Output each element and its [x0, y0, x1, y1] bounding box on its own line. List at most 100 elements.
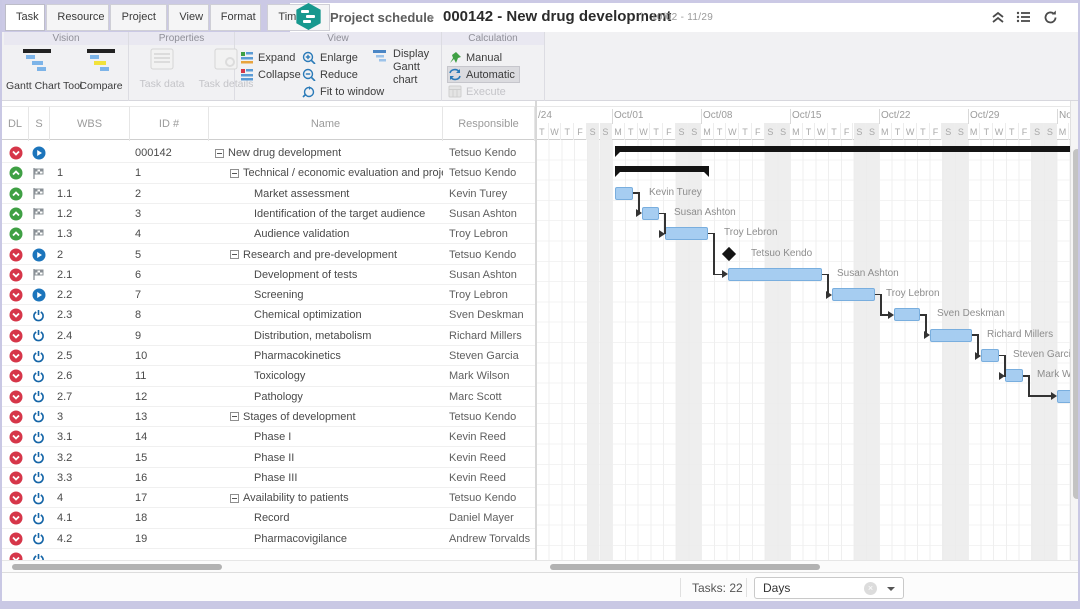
tab-project[interactable]: Project [110, 4, 168, 31]
breadcrumb[interactable]: Project schedule [330, 10, 435, 25]
status-power-icon [32, 326, 48, 346]
table-row[interactable]: 2.3 8 Chemical optimization Sven Deskman [2, 305, 535, 326]
deadline-up-icon [9, 224, 25, 244]
automatic-button[interactable]: Automatic [447, 66, 520, 83]
collapse-box-icon[interactable] [215, 148, 224, 158]
table-row[interactable]: 2.4 9 Distribution, metabolism Richard Mill… [2, 325, 535, 346]
ribbon-group-view: View Expand Collapse Enlarge Reduce Fit to wi… [235, 32, 442, 101]
table-row[interactable]: 4.1 18 Record Daniel Mayer [2, 508, 535, 529]
table-row[interactable]: 4.2 19 Pharmacovigilance Andrew Torvalds [2, 528, 535, 549]
table-row[interactable]: 4 17 Availability to patients Tetsuo Kendo [2, 488, 535, 509]
table-row[interactable]: 1.2 3 Identification of the target audienc… [2, 203, 535, 225]
column-header-dl[interactable]: DL [2, 107, 29, 141]
day-header-cell: M [1057, 123, 1070, 140]
responsible-cell: Sven Deskman [449, 309, 524, 322]
task-bar[interactable] [894, 308, 920, 322]
table-row[interactable]: 3 13 Stages of development Tetsuo Kendo [2, 406, 535, 428]
tab-task[interactable]: Task [5, 4, 46, 31]
table-row[interactable]: 1 1 Technical / economic evaluation and pr… [2, 163, 535, 184]
day-header-cell: T [561, 123, 575, 140]
reduce-button[interactable]: Reduce [302, 67, 358, 82]
dependency-link [977, 334, 979, 357]
collapse-box-icon[interactable] [230, 412, 239, 422]
weekend-strip [1044, 140, 1057, 560]
tab-view[interactable]: View [168, 4, 209, 31]
table-row[interactable]: 2.1 6 Development of tests Susan Ashton [2, 264, 535, 286]
vertical-scrollbar-thumb[interactable] [1073, 149, 1078, 499]
compare-button[interactable]: Compare [70, 47, 132, 105]
table-row[interactable]: 2.2 7 Screening Troy Lebron [2, 285, 535, 306]
horizontal-scrollbar-row [2, 560, 1078, 572]
table-row[interactable]: 2.5 10 Pharmacokinetics Steven Garcia [2, 346, 535, 367]
table-row[interactable]: 2.7 12 Pathology Marc Scott [2, 386, 535, 407]
deadline-down-icon [9, 529, 25, 549]
status-power-icon [32, 387, 48, 407]
task-bar[interactable] [1005, 369, 1023, 383]
task-bar[interactable] [930, 328, 972, 342]
pane-splitter[interactable] [535, 101, 537, 560]
deadline-down-icon [9, 427, 25, 447]
summary-bar[interactable] [615, 146, 1070, 157]
dependency-link [972, 334, 977, 336]
tab-resource[interactable]: Resource [46, 4, 110, 31]
expand-icon [240, 51, 254, 64]
wbs-cell: 3 [57, 410, 64, 423]
table-row[interactable]: 3.3 16 Phase III Kevin Reed [2, 467, 535, 489]
column-header-wbs[interactable]: WBS [50, 107, 130, 141]
task-id-cell: 18 [135, 512, 148, 525]
collapse-box-icon[interactable] [230, 493, 239, 503]
column-header-s[interactable]: S [29, 107, 50, 141]
day-header-cell: W [727, 123, 740, 140]
table-row[interactable]: 2.6 11 Toxicology Mark Wilson [2, 366, 535, 387]
task-bar[interactable] [642, 206, 659, 220]
table-hscrollbar-thumb[interactable] [12, 564, 222, 570]
expand-button[interactable]: Expand [240, 50, 295, 65]
collapse-button[interactable]: Collapse [240, 67, 301, 82]
task-bar[interactable] [665, 227, 708, 241]
fit-to-window-button[interactable]: Fit to window [302, 84, 384, 99]
timescale-value: Days [763, 581, 791, 595]
collapse-box-icon[interactable] [230, 250, 239, 259]
task-bar[interactable] [615, 186, 633, 200]
summary-bar[interactable] [615, 166, 709, 178]
gantt-chart-tool-button[interactable]: Gantt Chart Tool [6, 47, 82, 105]
status-power-icon [32, 488, 48, 508]
table-row[interactable]: 2 5 Research and pre-development Tetsuo Ken… [2, 244, 535, 265]
task-bar[interactable] [981, 349, 999, 362]
list-menu-icon[interactable] [1016, 9, 1034, 27]
gantt-hscrollbar-thumb[interactable] [550, 564, 820, 570]
dependency-link [713, 273, 722, 276]
task-bar[interactable] [832, 288, 875, 302]
day-header-cell: T [1006, 123, 1019, 140]
clear-icon[interactable]: × [864, 582, 877, 595]
timescale-select[interactable]: Days × [754, 577, 904, 599]
vertical-scrollbar[interactable] [1070, 101, 1078, 560]
collapse-ribbon-icon[interactable] [990, 9, 1008, 27]
collapse-box-icon[interactable] [230, 168, 239, 178]
column-header-name[interactable]: Name [209, 107, 443, 141]
wbs-cell: 1.2 [57, 207, 73, 220]
wbs-cell: 2.2 [57, 289, 73, 302]
table-row[interactable] [2, 549, 535, 560]
table-row[interactable]: 3.2 15 Phase II Kevin Reed [2, 447, 535, 468]
table-row[interactable]: 000142 New drug development Tetsuo Kendo [2, 143, 535, 164]
wbs-cell: 1 [57, 167, 64, 180]
enlarge-button[interactable]: Enlarge [302, 50, 358, 65]
refresh-icon[interactable] [1042, 9, 1060, 27]
table-row[interactable]: 1.3 4 Audience validation Troy Lebron [2, 224, 535, 245]
compare-icon [84, 47, 118, 73]
task-bar[interactable] [728, 267, 822, 281]
table-row[interactable]: 1.1 2 Market assessment Kevin Turey [2, 183, 535, 204]
week-label: Oct/08 [703, 110, 733, 121]
milestone-diamond[interactable] [721, 246, 737, 261]
display-gantt-chart-button[interactable]: Display Gantt chart [372, 48, 441, 87]
manual-button[interactable]: Manual [448, 50, 502, 65]
column-header-id[interactable]: ID # [130, 107, 209, 141]
wbs-cell: 2.4 [57, 329, 73, 342]
tab-format[interactable]: Format [209, 4, 262, 31]
gantt-tool-icon [20, 47, 54, 73]
column-header-resp[interactable]: Responsible [443, 107, 535, 141]
table-row[interactable]: 3.1 14 Phase I Kevin Reed [2, 427, 535, 448]
task-bar[interactable] [1057, 389, 1070, 403]
